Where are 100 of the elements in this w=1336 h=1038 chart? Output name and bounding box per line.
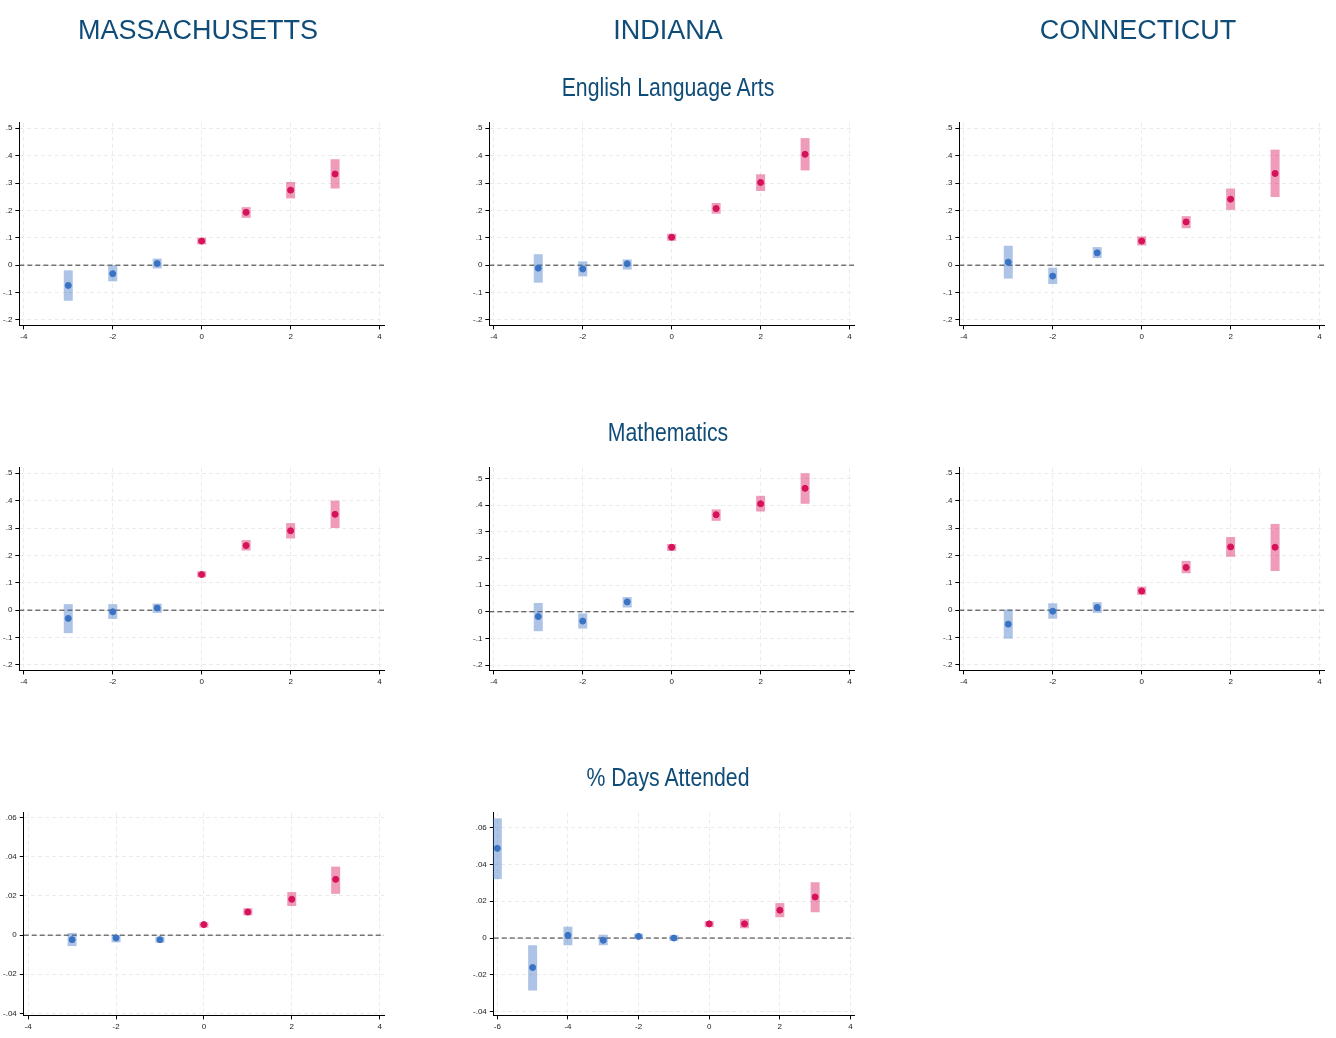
- y-tick-label: -.2: [472, 660, 483, 670]
- x-tick-label: 0: [201, 1022, 207, 1032]
- y-tick-label: 0: [7, 260, 13, 270]
- y-tick-label: -.2: [2, 660, 13, 670]
- y-tick-label: -.04: [472, 1006, 488, 1016]
- y-tick-label: .1: [945, 577, 953, 587]
- y-tick-label: .4: [5, 150, 13, 160]
- x-tick-label: 4: [1317, 332, 1323, 342]
- x-tick-label: -4: [20, 677, 28, 687]
- y-tick-label: .02: [5, 891, 18, 901]
- x-tick-label: -6: [493, 1022, 502, 1032]
- y-tick-label: 0: [12, 930, 18, 940]
- x-tick-label: 4: [377, 1022, 383, 1032]
- y-tick-label: .4: [475, 150, 483, 160]
- x-tick-label: 4: [847, 332, 853, 342]
- y-tick-label: -.02: [2, 969, 18, 979]
- x-tick-label: 4: [377, 677, 383, 687]
- y-tick-label: .06: [5, 812, 18, 822]
- x-tick-label: -4: [24, 1022, 33, 1032]
- y-tick-label: .2: [945, 550, 953, 560]
- y-tick-label: .5: [5, 123, 13, 133]
- x-tick-label: -2: [112, 1022, 121, 1032]
- y-tick-label: .04: [5, 852, 18, 862]
- x-tick-label: -2: [109, 332, 117, 342]
- y-tick-label: -.2: [472, 315, 483, 325]
- y-tick-label: .5: [475, 123, 483, 133]
- chart-title: INDIANA: [613, 14, 723, 46]
- x-tick-label: 0: [199, 332, 205, 342]
- y-tick-label: -.1: [472, 633, 483, 643]
- x-tick-label: 2: [777, 1022, 783, 1032]
- x-tick-label: -4: [20, 332, 28, 342]
- x-tick-label: -2: [1049, 677, 1057, 687]
- y-tick-label: .5: [475, 473, 483, 483]
- y-tick-label: .06: [475, 822, 488, 832]
- y-tick-label: .3: [5, 523, 13, 533]
- y-tick-label: .3: [475, 526, 483, 536]
- x-tick-label: 4: [848, 1022, 854, 1032]
- y-tick-label: .5: [5, 468, 13, 478]
- x-tick-label: -2: [579, 332, 587, 342]
- x-tick-label: 4: [1317, 677, 1323, 687]
- x-tick-label: -4: [564, 1022, 573, 1032]
- y-tick-label: .2: [5, 205, 13, 215]
- y-tick-label: 0: [7, 605, 13, 615]
- y-tick-label: .4: [475, 500, 483, 510]
- y-tick-label: .4: [5, 495, 13, 505]
- x-tick-label: 2: [1228, 332, 1234, 342]
- x-tick-label: 2: [288, 332, 294, 342]
- y-tick-label: -.02: [472, 970, 488, 980]
- x-tick-label: 2: [758, 677, 764, 687]
- x-tick-label: -4: [960, 677, 968, 687]
- y-tick-label: .1: [945, 232, 953, 242]
- y-tick-label: 0: [477, 260, 483, 270]
- y-tick-label: 0: [947, 605, 953, 615]
- y-tick-label: -.2: [942, 660, 953, 670]
- x-tick-label: 0: [1139, 677, 1145, 687]
- y-tick-label: -.1: [942, 287, 953, 297]
- y-tick-label: -.2: [2, 315, 13, 325]
- y-tick-label: .2: [475, 553, 483, 563]
- y-tick-label: .02: [475, 896, 488, 906]
- y-tick-label: .5: [945, 468, 953, 478]
- y-tick-label: .2: [945, 205, 953, 215]
- y-tick-label: -.2: [942, 315, 953, 325]
- x-tick-label: -2: [579, 677, 587, 687]
- y-tick-label: -.04: [2, 1008, 18, 1018]
- y-tick-label: .5: [945, 123, 953, 133]
- y-tick-label: .3: [945, 523, 953, 533]
- y-tick-label: .1: [475, 580, 483, 590]
- chart-title: CONNECTICUT: [1039, 14, 1237, 46]
- y-tick-label: -.1: [2, 632, 13, 642]
- chart-subtitle: English Language Arts: [561, 73, 775, 102]
- y-tick-label: .2: [5, 550, 13, 560]
- y-tick-label: -.1: [942, 632, 953, 642]
- x-tick-label: -4: [960, 332, 968, 342]
- y-tick-label: .1: [5, 232, 13, 242]
- x-tick-label: 4: [847, 677, 853, 687]
- y-tick-label: -.1: [472, 287, 483, 297]
- x-tick-label: 0: [1139, 332, 1145, 342]
- y-tick-label: .2: [475, 205, 483, 215]
- x-tick-label: 2: [288, 677, 294, 687]
- x-tick-label: -2: [1049, 332, 1057, 342]
- x-tick-label: -4: [490, 677, 498, 687]
- x-tick-label: 0: [706, 1022, 712, 1032]
- x-tick-label: 2: [1228, 677, 1234, 687]
- y-tick-label: 0: [947, 260, 953, 270]
- y-tick-label: .4: [945, 495, 953, 505]
- y-tick-label: .3: [475, 178, 483, 188]
- x-tick-label: 0: [669, 332, 675, 342]
- x-tick-label: -2: [635, 1022, 643, 1032]
- y-tick-label: -.1: [2, 287, 13, 297]
- x-tick-label: 4: [377, 332, 383, 342]
- x-tick-label: -2: [109, 677, 117, 687]
- x-tick-label: 0: [669, 677, 675, 687]
- y-tick-label: .04: [475, 859, 488, 869]
- y-tick-label: .3: [945, 178, 953, 188]
- y-tick-label: 0: [477, 606, 483, 616]
- chart-title: MASSACHUSETTS: [77, 14, 319, 46]
- x-tick-label: 2: [758, 332, 764, 342]
- chart-subtitle: Mathematics: [607, 418, 729, 447]
- y-tick-label: .3: [5, 178, 13, 188]
- x-tick-label: 2: [289, 1022, 295, 1032]
